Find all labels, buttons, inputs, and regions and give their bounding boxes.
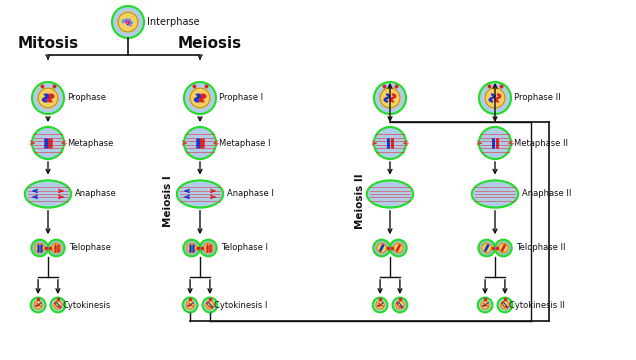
Text: Cytokinesis II: Cytokinesis II	[509, 301, 565, 310]
Text: Metaphase II: Metaphase II	[514, 139, 568, 148]
Circle shape	[48, 240, 65, 256]
Text: Metaphase I: Metaphase I	[219, 139, 270, 148]
Circle shape	[184, 240, 199, 256]
Text: Anaphase II: Anaphase II	[522, 189, 571, 198]
Text: Meiosis I: Meiosis I	[163, 176, 173, 228]
Text: Meiosis II: Meiosis II	[355, 174, 365, 229]
Circle shape	[34, 301, 42, 309]
Circle shape	[380, 88, 400, 108]
Text: Telophase: Telophase	[69, 243, 111, 252]
Circle shape	[501, 301, 509, 309]
Circle shape	[478, 298, 492, 312]
Text: Cytokinesis: Cytokinesis	[62, 301, 111, 310]
Circle shape	[183, 298, 197, 312]
Circle shape	[495, 240, 511, 256]
Text: Telophase I: Telophase I	[221, 243, 268, 252]
Text: Metaphase: Metaphase	[67, 139, 113, 148]
Circle shape	[391, 240, 406, 256]
Ellipse shape	[25, 180, 71, 208]
Circle shape	[392, 298, 407, 312]
Circle shape	[485, 88, 505, 108]
Text: Prophase I: Prophase I	[219, 94, 263, 103]
Circle shape	[118, 12, 138, 32]
Circle shape	[495, 240, 511, 256]
Text: Prophase II: Prophase II	[514, 94, 560, 103]
Circle shape	[202, 298, 218, 312]
Circle shape	[374, 127, 406, 159]
Circle shape	[394, 243, 403, 253]
Circle shape	[35, 243, 45, 253]
Circle shape	[54, 301, 62, 309]
Text: Telophase II: Telophase II	[516, 243, 565, 252]
Text: Cytokinesis I: Cytokinesis I	[214, 301, 268, 310]
Circle shape	[479, 127, 511, 159]
Circle shape	[377, 243, 387, 253]
Circle shape	[376, 301, 384, 309]
Circle shape	[497, 298, 512, 312]
Circle shape	[206, 301, 214, 309]
Circle shape	[374, 82, 406, 114]
Circle shape	[31, 240, 48, 256]
Circle shape	[187, 243, 197, 253]
Circle shape	[32, 82, 64, 114]
Circle shape	[373, 298, 387, 312]
Circle shape	[52, 243, 61, 253]
Circle shape	[183, 240, 200, 256]
Circle shape	[479, 82, 511, 114]
Circle shape	[31, 298, 45, 312]
Circle shape	[32, 127, 64, 159]
Text: Meiosis: Meiosis	[178, 36, 242, 51]
Circle shape	[38, 88, 58, 108]
Circle shape	[482, 243, 492, 253]
Circle shape	[184, 127, 216, 159]
Text: Interphase: Interphase	[147, 17, 200, 27]
Circle shape	[200, 240, 217, 256]
Circle shape	[48, 240, 64, 256]
Text: Anaphase: Anaphase	[75, 189, 117, 198]
Circle shape	[478, 240, 495, 256]
Circle shape	[50, 298, 66, 312]
Circle shape	[184, 82, 216, 114]
Circle shape	[499, 243, 508, 253]
Circle shape	[112, 6, 144, 38]
Text: Mitosis: Mitosis	[17, 36, 79, 51]
Circle shape	[32, 240, 47, 256]
Circle shape	[190, 88, 210, 108]
Text: Prophase: Prophase	[67, 94, 106, 103]
Text: Anaphase I: Anaphase I	[227, 189, 274, 198]
Ellipse shape	[177, 180, 223, 208]
Circle shape	[374, 240, 389, 256]
Circle shape	[186, 301, 194, 309]
Circle shape	[479, 240, 494, 256]
Circle shape	[481, 301, 489, 309]
Circle shape	[390, 240, 406, 256]
Circle shape	[373, 240, 390, 256]
Circle shape	[204, 243, 213, 253]
Ellipse shape	[367, 180, 413, 208]
Circle shape	[396, 301, 404, 309]
Ellipse shape	[472, 180, 518, 208]
Circle shape	[200, 240, 216, 256]
